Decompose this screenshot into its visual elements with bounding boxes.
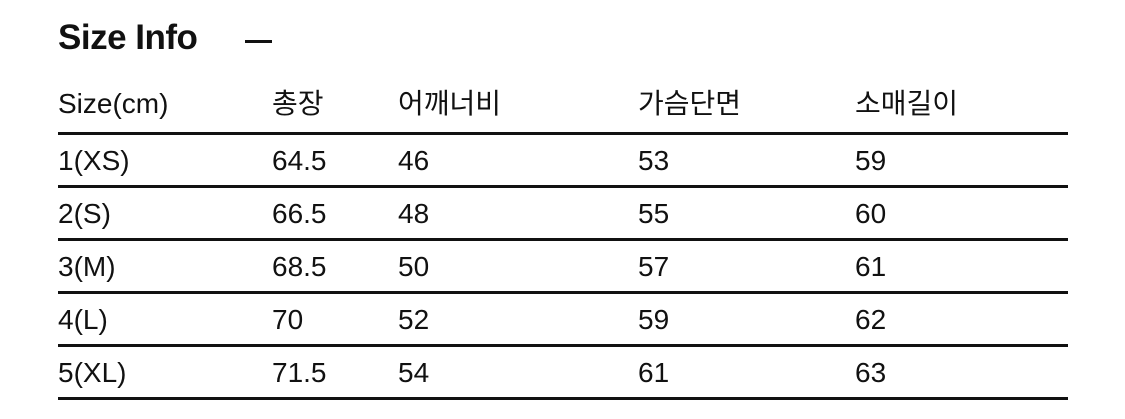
table-cell: 70 xyxy=(272,304,304,335)
header-shoulder: 어깨너비 xyxy=(398,88,502,119)
table-cell: 54 xyxy=(398,357,430,388)
table-cell: 48 xyxy=(398,198,430,229)
table-cell: 55 xyxy=(638,198,670,229)
header-sleeve: 소매길이 xyxy=(855,88,959,119)
table-cell: 46 xyxy=(398,145,430,176)
table-cell: 61 xyxy=(855,251,887,282)
table-cell: 5(XL) xyxy=(58,357,127,388)
table-cell: 60 xyxy=(855,198,887,229)
table-cell: 1(XS) xyxy=(58,145,130,176)
table-row: 3(M) 68.5 50 57 61 xyxy=(58,241,1068,294)
table-row: 5(XL) 71.5 54 61 63 xyxy=(58,347,1068,400)
table-cell: 63 xyxy=(855,357,887,388)
table-cell: 59 xyxy=(638,304,670,335)
table-cell: 66.5 xyxy=(272,198,327,229)
section-title: Size Info xyxy=(58,18,198,57)
table-cell: 4(L) xyxy=(58,304,108,335)
table-cell: 64.5 xyxy=(272,145,327,176)
table-row: 1(XS) 64.5 46 53 59 xyxy=(58,135,1068,188)
size-table: Size(cm) 총장 어깨너비 가슴단면 소매길이 1(XS) 64.5 46 53… xyxy=(58,82,1068,400)
table-cell: 62 xyxy=(855,304,887,335)
table-cell: 68.5 xyxy=(272,251,327,282)
table-cell: 50 xyxy=(398,251,430,282)
collapse-toggle-icon[interactable] xyxy=(245,40,272,43)
table-cell: 3(M) xyxy=(58,251,116,282)
table-cell: 57 xyxy=(638,251,670,282)
table-cell: 52 xyxy=(398,304,430,335)
table-cell: 2(S) xyxy=(58,198,111,229)
header-size: Size(cm) xyxy=(58,88,169,119)
header-length: 총장 xyxy=(272,88,324,119)
header-chest: 가슴단면 xyxy=(638,88,742,119)
table-cell: 71.5 xyxy=(272,357,327,388)
table-header-row: Size(cm) 총장 어깨너비 가슴단면 소매길이 xyxy=(58,82,1068,135)
table-cell: 53 xyxy=(638,145,670,176)
table-row: 2(S) 66.5 48 55 60 xyxy=(58,188,1068,241)
table-row: 4(L) 70 52 59 62 xyxy=(58,294,1068,347)
table-cell: 59 xyxy=(855,145,887,176)
table-cell: 61 xyxy=(638,357,670,388)
